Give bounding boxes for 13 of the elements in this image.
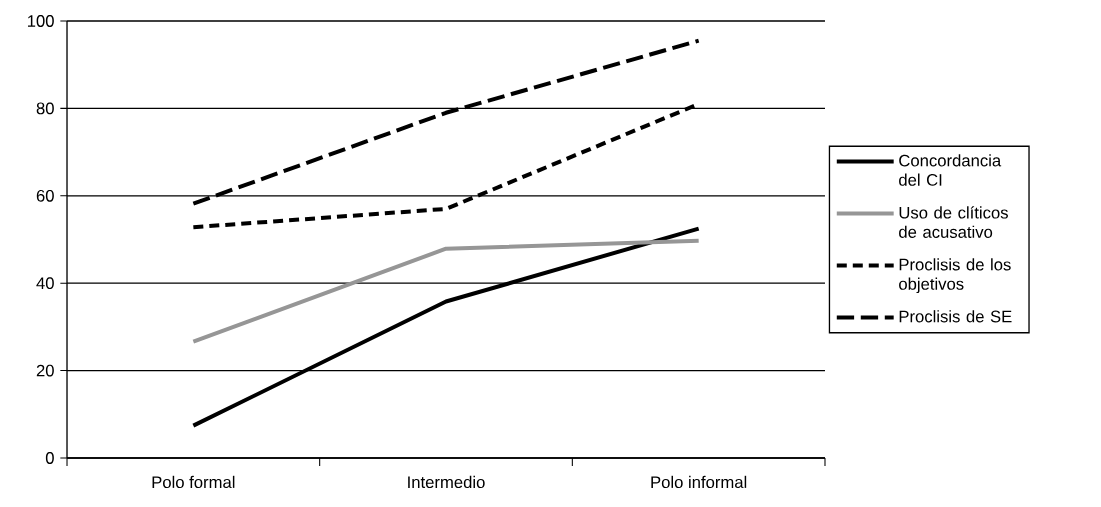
y-tick-label: 80 — [36, 102, 54, 115]
y-tick-label: 20 — [36, 364, 54, 377]
legend-label: Proclisis de SE — [899, 310, 1012, 323]
y-tick-label: 100 — [27, 15, 54, 27]
y-tick-label: 40 — [36, 277, 54, 290]
x-tick-label: Intermedio — [408, 475, 485, 489]
x-tick-label: Polo formal — [152, 475, 235, 489]
legend-label: Concordancia del CI — [899, 154, 1002, 186]
y-tick-label: 60 — [36, 189, 54, 202]
legend-label: Proclisis de los objetivos — [899, 258, 1011, 294]
y-tick-label: 0 — [45, 452, 54, 464]
x-tick-label: Polo informal — [651, 475, 747, 489]
legend-label: Uso de clíticos de acusativo — [899, 206, 1008, 238]
